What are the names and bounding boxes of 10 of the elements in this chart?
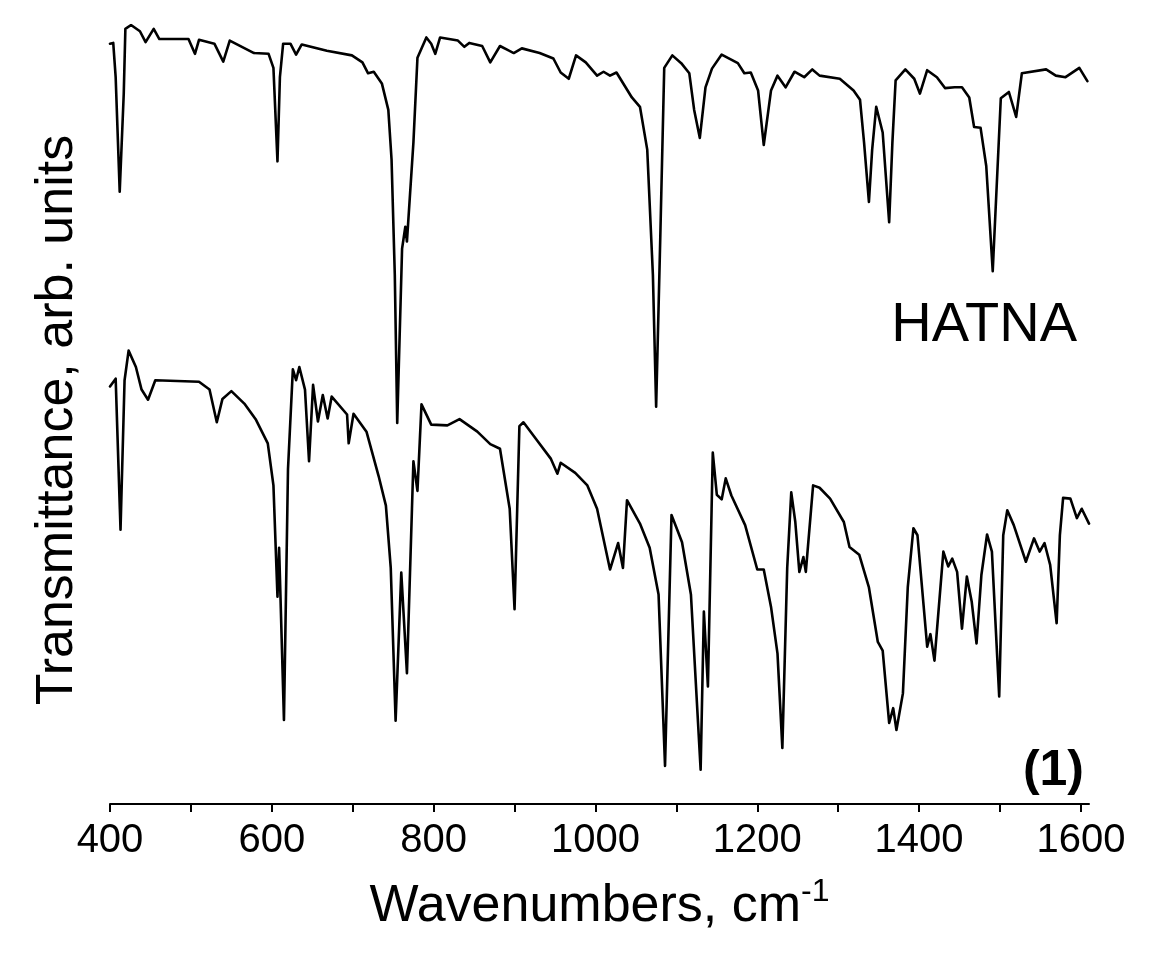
series-label: HATNA (891, 289, 1078, 353)
x-tick-label: 400 (76, 816, 144, 860)
x-tick-label: 1600 (1036, 816, 1126, 860)
x-tick-label: 600 (238, 816, 306, 860)
y-axis-title: Transmittance, arb. units (25, 134, 83, 706)
x-tick-label: 1200 (712, 816, 802, 860)
x-tick-label: 1000 (550, 816, 640, 860)
x-tick-label: 800 (400, 816, 468, 860)
x-tick-label: 1400 (874, 816, 964, 860)
series-label: (1) (1022, 740, 1084, 796)
